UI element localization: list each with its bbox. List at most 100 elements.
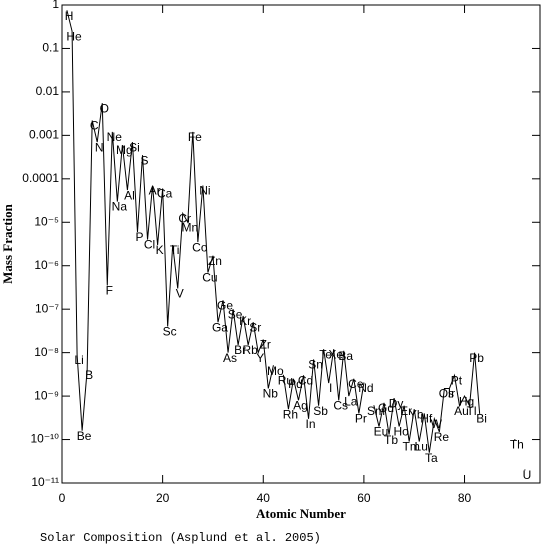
element-label: Pb bbox=[469, 351, 484, 365]
x-tick-label: 0 bbox=[59, 491, 66, 505]
element-label: H bbox=[65, 9, 74, 23]
element-label: He bbox=[66, 29, 82, 43]
data-line bbox=[66, 10, 274, 431]
element-label: Fe bbox=[188, 130, 202, 144]
element-label: K bbox=[156, 243, 164, 257]
element-label: S bbox=[140, 153, 148, 167]
element-label: Tm bbox=[403, 440, 420, 454]
y-tick-label: 0.001 bbox=[29, 128, 59, 142]
element-label: Re bbox=[434, 430, 450, 444]
plot-frame bbox=[61, 4, 541, 484]
element-label: Pr bbox=[355, 412, 367, 426]
chart-title: Solar Composition (Asplund et al. 2005) bbox=[40, 531, 321, 545]
element-label: Er bbox=[400, 404, 412, 418]
element-label: U bbox=[523, 468, 532, 482]
element-label: Sr bbox=[249, 320, 261, 334]
element-label: B bbox=[85, 368, 93, 382]
element-label: Y bbox=[256, 351, 264, 365]
element-label: Cs bbox=[333, 398, 348, 412]
element-label: V bbox=[176, 287, 184, 301]
element-label: Yb bbox=[409, 407, 424, 421]
element-label: Ga bbox=[212, 320, 228, 334]
element-label: Br bbox=[234, 343, 246, 357]
element-label: Hf bbox=[420, 412, 433, 426]
data-line bbox=[282, 349, 365, 419]
y-tick-label: 0.01 bbox=[36, 84, 60, 98]
element-label: Al bbox=[124, 188, 135, 202]
element-label: Tb bbox=[384, 433, 398, 447]
y-tick-label: 10⁻⁹ bbox=[34, 388, 59, 402]
element-label: Be bbox=[77, 429, 92, 443]
element-label: Os bbox=[439, 387, 454, 401]
element-label: As bbox=[223, 351, 237, 365]
element-label: Si bbox=[129, 140, 140, 154]
element-label: Hg bbox=[459, 394, 474, 408]
element-label: Ne bbox=[107, 130, 123, 144]
y-tick-label: 10⁻⁵ bbox=[34, 214, 59, 228]
element-label: Ce bbox=[348, 377, 364, 391]
element-label: Dy bbox=[389, 396, 404, 410]
element-label: Ni bbox=[199, 184, 210, 198]
element-label: Sm bbox=[367, 404, 385, 418]
element-label: Ho bbox=[393, 425, 409, 439]
element-label: Zr bbox=[260, 338, 271, 352]
element-label: N bbox=[95, 140, 104, 154]
element-label: Mg bbox=[116, 143, 133, 157]
element-label: Cl bbox=[144, 238, 155, 252]
element-label: Kr bbox=[239, 314, 251, 328]
element-label: Tl bbox=[467, 404, 477, 418]
element-label: Bi bbox=[476, 412, 487, 426]
element-label: Cr bbox=[178, 212, 191, 226]
element-label: Ag bbox=[293, 398, 308, 412]
element-label: Ta bbox=[425, 451, 438, 465]
y-tick-label: 10⁻⁸ bbox=[34, 345, 59, 359]
element-label: Xe bbox=[328, 347, 343, 361]
element-label: Se bbox=[228, 307, 243, 321]
element-label: Au bbox=[454, 404, 469, 418]
element-label: Li bbox=[74, 353, 83, 367]
element-label: Nd bbox=[358, 381, 373, 395]
y-axis-label: Mass Fraction bbox=[0, 203, 15, 284]
x-tick-label: 60 bbox=[357, 491, 371, 505]
y-tick-label: 0.0001 bbox=[22, 171, 59, 185]
y-tick-label: 0.1 bbox=[42, 41, 59, 55]
element-label: O bbox=[100, 101, 109, 115]
element-label: Ge bbox=[217, 298, 233, 312]
element-label: Ar bbox=[149, 184, 161, 198]
element-label: Ti bbox=[170, 243, 180, 257]
element-label: P bbox=[135, 230, 143, 244]
element-label: Pd bbox=[288, 377, 303, 391]
y-tick-label: 10⁻¹¹ bbox=[31, 475, 59, 489]
x-tick-label: 20 bbox=[156, 491, 170, 505]
element-label: Ru bbox=[278, 374, 293, 388]
element-label: Lu bbox=[415, 440, 428, 454]
element-label: F bbox=[106, 284, 113, 298]
element-label: Sc bbox=[163, 325, 177, 339]
y-tick-label: 10⁻¹⁰ bbox=[31, 432, 60, 446]
element-label: Zn bbox=[208, 254, 222, 268]
x-tick-label: 80 bbox=[458, 491, 472, 505]
element-label: In bbox=[306, 417, 316, 431]
element-label: Sb bbox=[313, 404, 328, 418]
element-label: Mn bbox=[181, 220, 198, 234]
element-label: Pt bbox=[451, 374, 463, 388]
element-label: Nb bbox=[263, 387, 279, 401]
data-line bbox=[373, 352, 481, 453]
element-label: Sn bbox=[308, 358, 323, 372]
element-label: Mo bbox=[267, 364, 284, 378]
x-axis-label: Atomic Number bbox=[256, 506, 346, 521]
element-label: Ba bbox=[338, 349, 353, 363]
y-tick-label: 1 bbox=[52, 0, 59, 11]
element-label: Ca bbox=[157, 187, 173, 201]
element-label: Rb bbox=[242, 343, 258, 357]
element-label: I bbox=[329, 381, 332, 395]
element-label: Cu bbox=[202, 271, 217, 285]
y-tick-label: 10⁻⁶ bbox=[34, 258, 59, 272]
x-tick-label: 40 bbox=[257, 491, 271, 505]
element-label: Ir bbox=[448, 387, 455, 401]
element-label: Gd bbox=[378, 401, 394, 415]
element-label: Co bbox=[192, 240, 208, 254]
element-label: La bbox=[344, 394, 358, 408]
element-label: C bbox=[90, 119, 99, 133]
